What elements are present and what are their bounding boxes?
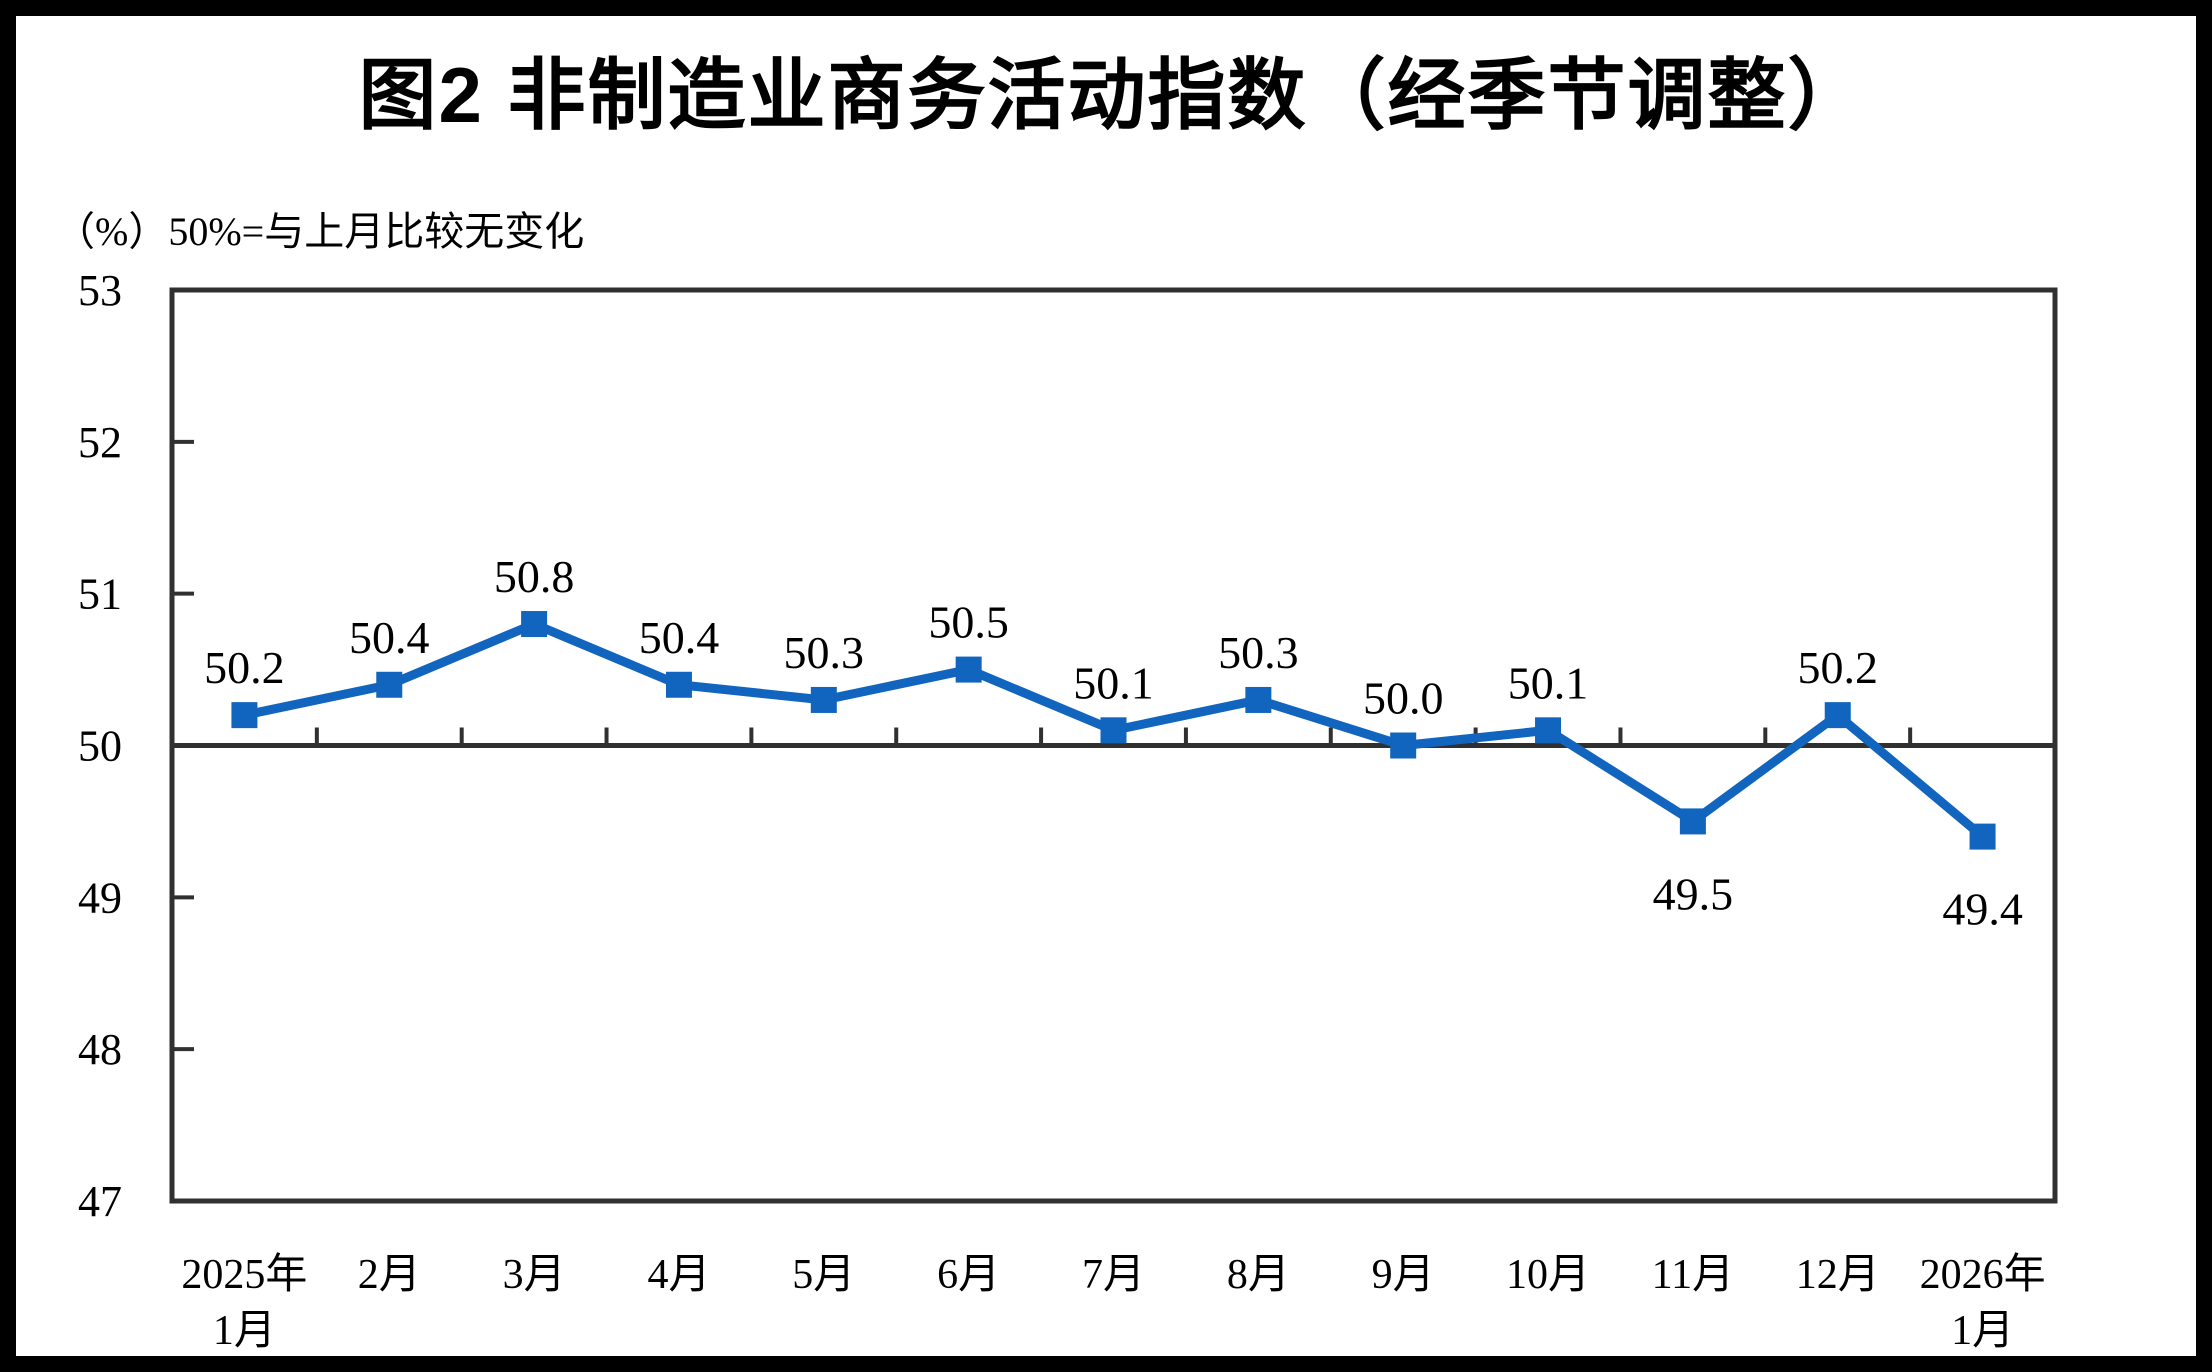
x-tick-label: 11月 [1652,1252,1734,1298]
x-tick-label: 7月 [1082,1252,1145,1298]
x-tick-label: 2025年 [181,1251,307,1298]
unit-note: （%）50%=与上月比较无变化 [55,209,584,254]
y-tick-label: 48 [78,1025,122,1074]
data-point-marker [1245,686,1272,713]
data-point-label: 50.5 [928,597,1009,648]
plot-frame [169,287,2058,1204]
x-tick-label: 8月 [1227,1252,1290,1298]
y-tick-label: 52 [78,418,122,467]
data-point-label: 50.3 [1218,627,1299,678]
data-point-label: 50.4 [639,612,720,663]
x-tick-label: 12月 [1796,1252,1880,1298]
data-point-label: 50.2 [204,642,285,693]
series-layer [231,611,1996,850]
y-tick-label: 47 [78,1177,122,1226]
data-point-marker [521,611,548,638]
data-point-marker [1535,717,1562,744]
data-point-label: 50.1 [1508,657,1589,708]
data-point-marker [1679,808,1706,835]
data-labels-layer: 50.2 50.4 50.8 50.4 50.3 50.5 50.1 50.3 50.0 50.1… [204,551,2023,935]
y-tick-label: 49 [78,873,122,922]
y-tick-label: 50 [78,722,122,771]
x-tick-label: 6月 [937,1252,1000,1298]
x-tick-label: 4月 [647,1252,710,1298]
data-point-marker [231,702,258,729]
axes-layer: 53 52 51 50 49 48 47 2025年 1月 2月 3月 4月 5月 6月 7月 8月 9月 10月… [78,266,2058,1354]
data-point-label: 50.4 [349,612,430,663]
x-tick-label: 3月 [503,1252,566,1298]
data-point-marker [1824,702,1851,729]
data-point-label: 50.2 [1797,642,1878,693]
data-point-marker [1969,823,1996,850]
x-tick-label: 10月 [1506,1252,1590,1298]
data-point-label: 50.3 [784,627,865,678]
x-tick-label: 2026年 [1920,1251,2046,1298]
data-point-label: 49.4 [1942,884,2023,935]
x-tick-label: 2月 [358,1252,421,1298]
y-tick-label: 53 [78,266,122,315]
x-tick-label: 9月 [1372,1252,1435,1298]
data-point-marker [955,656,982,683]
data-point-marker [376,671,403,698]
data-point-label: 50.1 [1073,657,1154,708]
y-tick-label: 51 [78,570,122,619]
data-point-marker [1390,732,1417,759]
data-point-label: 50.0 [1363,673,1444,724]
chart-title: 图2 非制造业商务活动指数（经季节调整） [358,51,1867,139]
data-point-marker [665,671,692,698]
x-tick-label: 1月 [1951,1308,2014,1354]
x-tick-label: 5月 [792,1252,855,1298]
data-point-marker [810,686,837,713]
data-point-label: 50.8 [494,551,575,602]
data-point-label: 49.5 [1653,868,1734,919]
data-point-marker [1100,717,1127,744]
x-tick-label: 1月 [213,1308,276,1354]
